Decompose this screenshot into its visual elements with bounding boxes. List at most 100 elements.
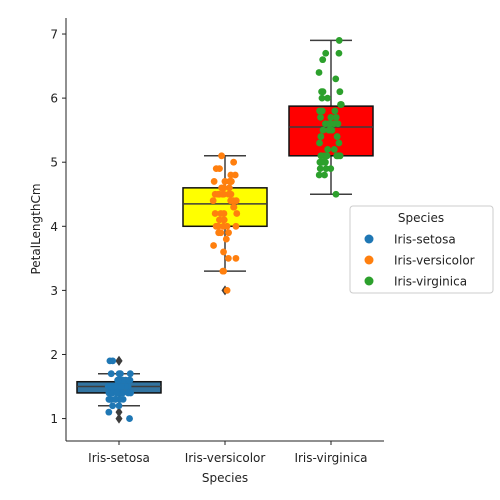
data-point [119, 376, 127, 384]
data-point [327, 113, 335, 121]
data-point [336, 88, 344, 96]
data-point [230, 203, 238, 211]
data-point [105, 408, 113, 416]
data-point [125, 376, 133, 384]
data-point [109, 402, 116, 410]
data-point [222, 235, 230, 243]
flier-point [115, 355, 123, 366]
data-point [211, 210, 219, 217]
y-tick-label: 1 [50, 412, 58, 426]
flier-point [115, 407, 123, 418]
data-point [316, 165, 324, 173]
data-point [227, 197, 235, 205]
data-point [317, 152, 325, 160]
ticks: 1 2 3 4 5 6 7 Iris-setosa Iris-versicolor Iris-vi… [50, 28, 367, 465]
data-point [112, 395, 119, 403]
data-point [116, 395, 124, 403]
data-point [230, 158, 238, 166]
data-point [335, 49, 343, 57]
data-point [318, 88, 326, 96]
data-point [223, 222, 231, 230]
data-point [118, 383, 125, 390]
data-point [224, 254, 232, 262]
x-tick-label: Iris-versicolor [185, 451, 266, 465]
data-point [105, 395, 113, 403]
y-tick-label: 5 [50, 156, 58, 170]
x-tick-label: Iris-virginica [294, 451, 367, 465]
data-point [322, 165, 330, 173]
data-point [218, 184, 226, 192]
legend-label: Iris-versicolor [394, 254, 475, 268]
data-point [319, 126, 327, 134]
data-point [117, 370, 124, 378]
data-point [115, 402, 123, 410]
x-axis-label: Species [202, 471, 248, 485]
legend-marker [364, 255, 374, 265]
legend-entries: Iris-setosa Iris-versicolor Iris-virginica [364, 233, 475, 289]
data-point [114, 376, 122, 384]
data-point [331, 107, 339, 115]
data-point [324, 94, 331, 102]
data-point [232, 222, 240, 230]
data-point [232, 254, 240, 262]
data-point [233, 210, 241, 217]
data-point [217, 229, 225, 237]
data-point [212, 222, 220, 230]
legend-label: Iris-setosa [394, 233, 456, 247]
data-point [126, 370, 134, 378]
y-axis-label: PetalLengthCm [29, 183, 43, 274]
data-point [220, 216, 228, 224]
data-point [113, 389, 121, 397]
data-point [326, 120, 334, 128]
data-point [319, 56, 327, 64]
legend-title: Species [398, 211, 444, 225]
data-point [332, 75, 340, 83]
data-point [223, 286, 231, 294]
data-point [318, 94, 326, 102]
strip-iris-setosa [104, 357, 135, 422]
legend-marker [364, 234, 374, 244]
data-point [216, 216, 223, 224]
x-tick-label: Iris-setosa [88, 451, 150, 465]
data-point [333, 133, 341, 140]
data-point [225, 184, 233, 192]
data-point [220, 267, 227, 275]
data-point [332, 190, 340, 198]
data-point [220, 248, 227, 256]
data-point [336, 152, 344, 160]
data-point [111, 383, 119, 390]
data-point [218, 152, 225, 160]
y-tick-label: 2 [50, 348, 58, 362]
data-point [317, 133, 325, 140]
data-point [317, 113, 324, 121]
data-point [124, 389, 132, 397]
data-point [335, 139, 343, 147]
data-point [315, 171, 323, 179]
y-tick-label: 4 [50, 220, 58, 234]
data-point [318, 107, 326, 115]
strip-iris-versicolor [209, 152, 241, 294]
data-point [107, 370, 115, 378]
data-point [227, 190, 235, 198]
data-point [119, 389, 127, 397]
legend: Species Iris-setosa Iris-versicolor Iris-v… [349, 205, 494, 294]
legend-label: Iris-virginica [394, 275, 467, 289]
data-point [330, 145, 338, 153]
data-point [210, 242, 217, 249]
plot-area [76, 37, 374, 424]
data-point [231, 171, 239, 179]
data-point [321, 171, 328, 179]
data-point [126, 415, 133, 422]
data-point [323, 152, 331, 160]
data-point [219, 190, 226, 198]
data-point [316, 139, 323, 147]
data-point [335, 37, 343, 44]
data-point [209, 197, 217, 205]
data-point [337, 101, 345, 108]
data-point [332, 113, 340, 121]
data-point [324, 145, 332, 153]
data-point [315, 69, 323, 76]
data-point [225, 229, 232, 237]
y-tick-label: 6 [50, 92, 58, 106]
